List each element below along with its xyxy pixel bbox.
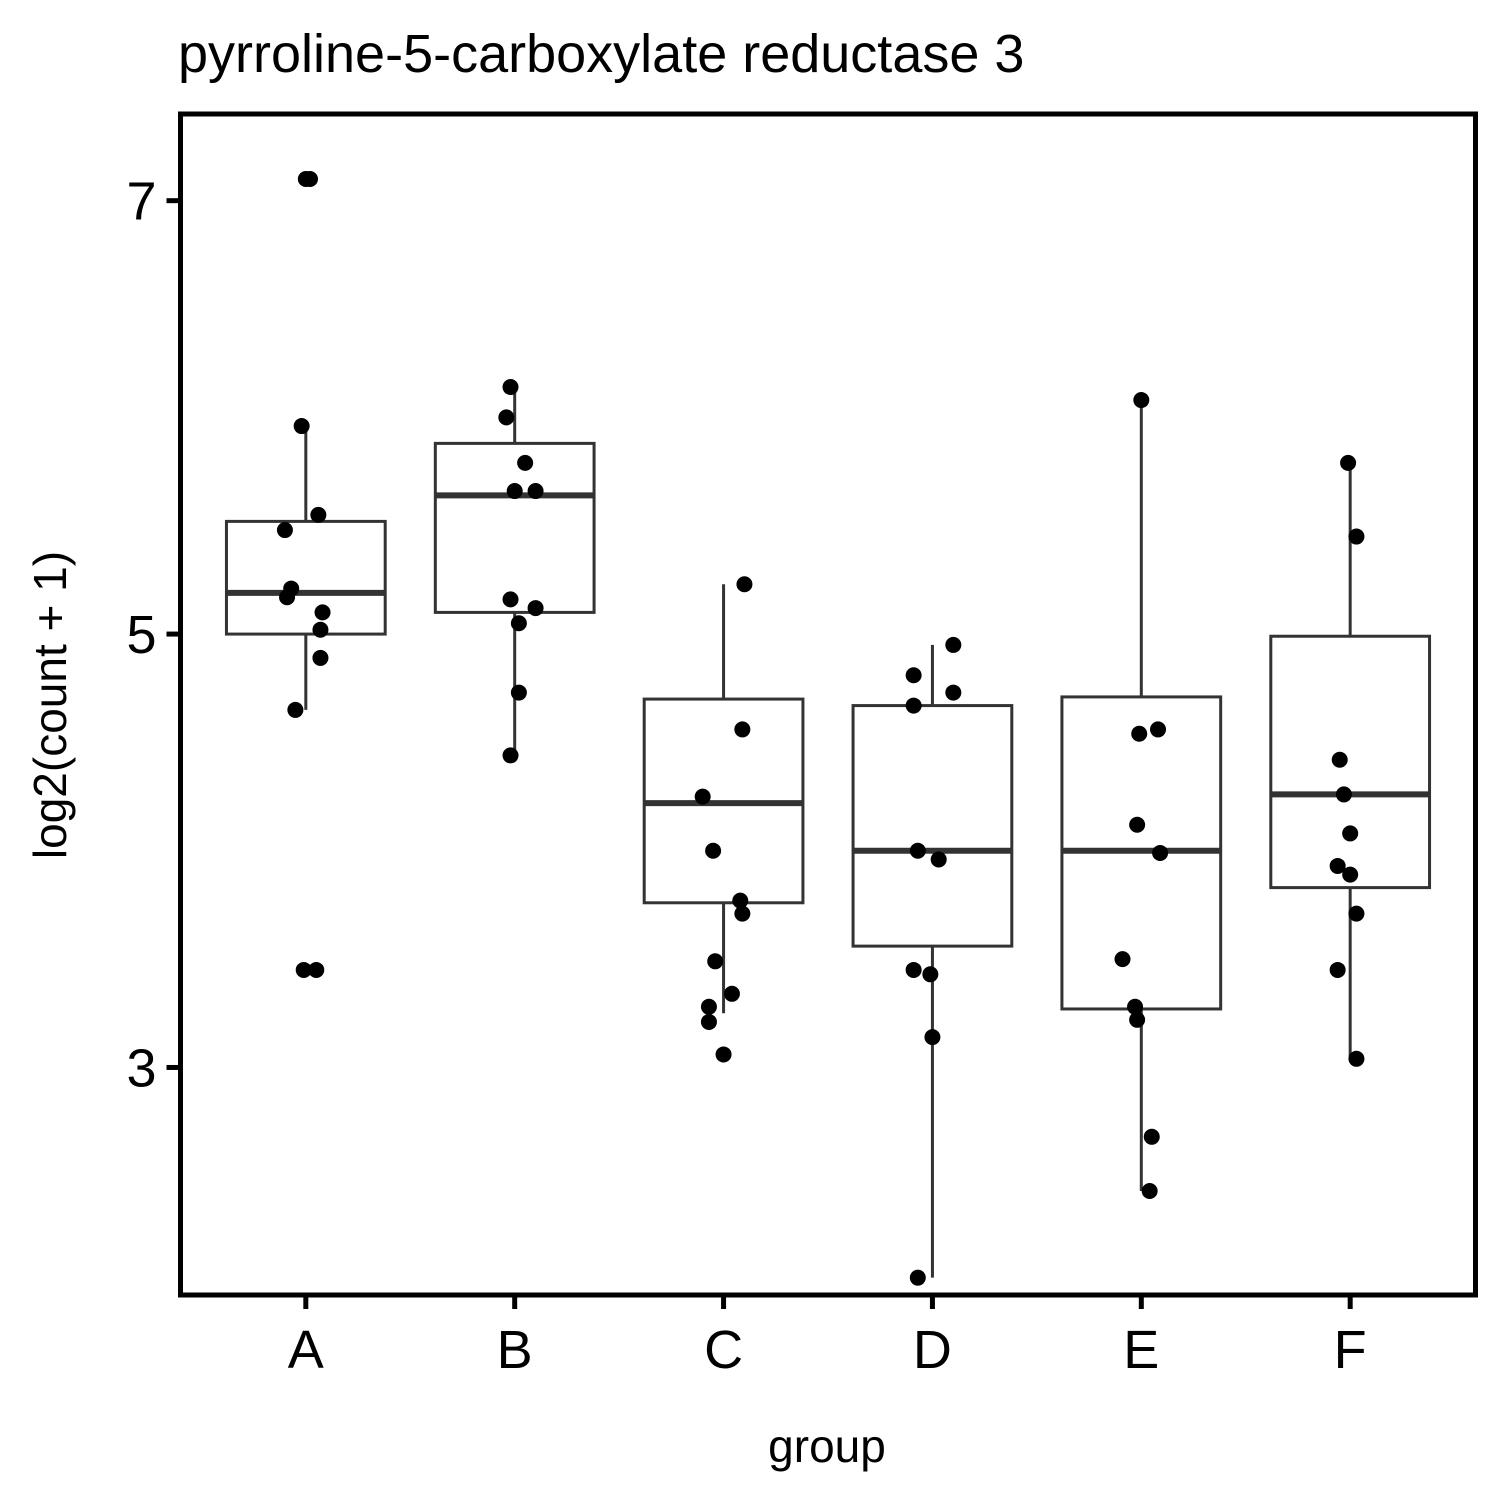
data-point	[506, 483, 523, 500]
x-tick-label: D	[913, 1320, 952, 1380]
data-point	[276, 522, 293, 539]
x-tick-label: F	[1334, 1320, 1367, 1380]
data-point	[297, 171, 314, 188]
data-point	[945, 636, 962, 653]
x-axis-title: group	[768, 1420, 886, 1472]
data-point	[517, 454, 534, 471]
data-point	[1129, 1011, 1146, 1028]
data-point	[694, 788, 711, 805]
data-point	[1348, 1050, 1365, 1067]
x-tick-label: E	[1123, 1320, 1159, 1380]
box-C	[642, 584, 805, 1014]
box-iqr	[433, 441, 596, 614]
box-F	[1269, 462, 1432, 1059]
data-point	[1340, 454, 1357, 471]
data-point	[287, 701, 304, 718]
data-point	[905, 697, 922, 714]
data-point	[1348, 905, 1365, 922]
chart-title: pyrroline-5-carboxylate reductase 3	[178, 24, 1024, 84]
data-point	[1348, 528, 1365, 545]
data-point	[1129, 816, 1146, 833]
data-point	[732, 892, 749, 909]
data-point	[498, 409, 515, 426]
data-point	[909, 842, 926, 859]
data-point	[502, 591, 519, 608]
data-point	[312, 621, 329, 638]
box-iqr	[224, 519, 387, 636]
data-point	[510, 615, 527, 632]
data-point	[1143, 1128, 1160, 1145]
box-D	[851, 644, 1014, 1278]
data-point	[1127, 998, 1144, 1015]
data-point	[1342, 825, 1359, 842]
data-point	[924, 1029, 941, 1046]
box-A	[224, 426, 387, 710]
data-point	[945, 684, 962, 701]
x-tick-label: C	[704, 1320, 743, 1380]
data-point	[1141, 1182, 1158, 1199]
data-point	[700, 998, 717, 1015]
data-point	[502, 747, 519, 764]
x-tick-label: B	[497, 1320, 533, 1380]
data-point	[1329, 857, 1346, 874]
data-point	[1133, 392, 1150, 409]
data-point	[922, 966, 939, 983]
data-point	[736, 576, 753, 593]
data-point	[905, 961, 922, 978]
box-B	[433, 387, 596, 756]
data-point	[310, 506, 327, 523]
data-point	[1131, 725, 1148, 742]
data-point	[707, 953, 724, 970]
data-point	[905, 667, 922, 684]
data-point	[909, 1269, 926, 1286]
data-point	[930, 851, 947, 868]
data-point	[1114, 951, 1131, 968]
data-point	[705, 842, 722, 859]
box-iqr	[1269, 634, 1432, 890]
data-point	[1150, 721, 1167, 738]
y-tick-label: 7	[126, 172, 156, 232]
data-point	[510, 684, 527, 701]
plot-area	[224, 171, 1432, 1286]
data-point	[502, 379, 519, 396]
data-point	[295, 961, 312, 978]
data-point	[700, 1013, 717, 1030]
data-point	[527, 600, 544, 617]
data-point	[293, 418, 310, 435]
data-point	[1342, 866, 1359, 883]
data-point	[312, 649, 329, 666]
data-point	[314, 604, 331, 621]
axes: 3 5 7 A B C D E F	[126, 172, 1366, 1380]
y-axis-title: log2(count + 1)	[24, 551, 76, 859]
data-point	[734, 905, 751, 922]
box-iqr	[851, 704, 1014, 948]
data-point	[723, 985, 740, 1002]
box-E	[1060, 400, 1223, 1191]
data-point	[308, 961, 325, 978]
y-tick-label: 3	[126, 1038, 156, 1098]
data-point	[734, 721, 751, 738]
y-tick-label: 5	[126, 605, 156, 665]
data-point	[1152, 844, 1169, 861]
data-point	[715, 1046, 732, 1063]
data-point	[527, 483, 544, 500]
data-point	[279, 589, 296, 606]
data-point	[1329, 961, 1346, 978]
panel-border	[178, 111, 1478, 1298]
data-point	[1331, 751, 1348, 768]
x-tick-label: A	[288, 1320, 324, 1380]
data-point	[1335, 786, 1352, 803]
